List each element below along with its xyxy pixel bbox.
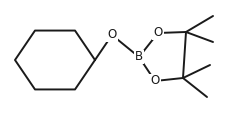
Text: B: B	[135, 51, 143, 63]
Text: O: O	[153, 27, 163, 39]
Text: O: O	[107, 29, 117, 42]
Text: O: O	[150, 75, 160, 87]
